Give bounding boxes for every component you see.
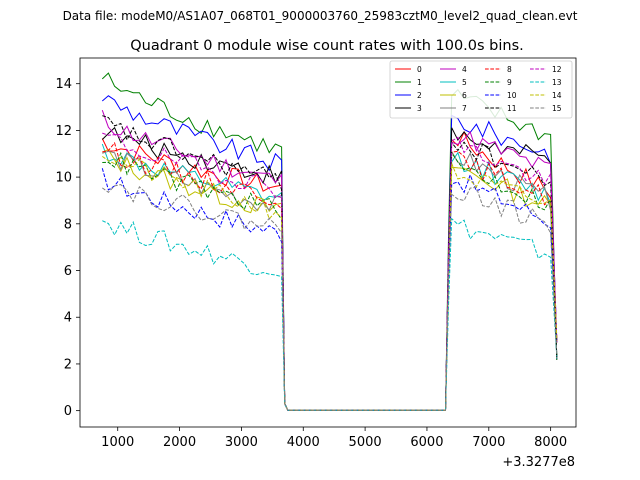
series-line-8 — [102, 141, 558, 411]
legend-label-5: 5 — [462, 78, 467, 87]
x-tick-label: 8000 — [534, 435, 567, 450]
series-layer — [101, 72, 558, 411]
series-line-6 — [102, 148, 558, 411]
legend-label-7: 7 — [462, 104, 467, 113]
legend-label-11: 11 — [507, 104, 517, 113]
series-line-14 — [102, 155, 558, 411]
x-axis: 1000 2000 3000 4000 5000 6000 7000 8000 — [101, 427, 567, 450]
y-tick-label: 0 — [64, 404, 72, 419]
series-line-0 — [101, 130, 558, 411]
legend-label-1: 1 — [417, 78, 422, 87]
x-tick-label: 6000 — [410, 435, 443, 450]
series-line-5 — [101, 143, 558, 411]
series-line-2 — [101, 95, 558, 411]
legend-label-3: 3 — [417, 104, 422, 113]
chart-suptitle: Data file: modeM0/AS1A07_068T01_90000037… — [63, 9, 578, 23]
x-tick-label: 1000 — [101, 435, 134, 450]
y-axis: 0 2 4 6 8 10 12 14 — [55, 77, 80, 419]
legend-label-12: 12 — [552, 65, 562, 74]
series-line-10 — [101, 168, 558, 411]
x-tick-label: 4000 — [287, 435, 320, 450]
legend-label-13: 13 — [552, 78, 562, 87]
legend-label-0: 0 — [417, 65, 422, 74]
series-line-12 — [102, 132, 558, 411]
series-line-7 — [102, 149, 558, 411]
x-tick-label: 2000 — [163, 435, 196, 450]
y-tick-label: 2 — [64, 357, 72, 372]
y-tick-label: 12 — [55, 124, 72, 139]
y-tick-label: 6 — [64, 264, 72, 279]
series-line-15 — [102, 184, 558, 411]
x-offset-label: +3.3277e8 — [502, 455, 575, 470]
x-tick-label: 3000 — [225, 435, 258, 450]
series-line-4 — [101, 110, 558, 411]
legend-label-15: 15 — [552, 104, 562, 113]
series-line-9 — [102, 151, 558, 411]
plot-frame — [79, 57, 577, 428]
y-tick-label: 10 — [55, 171, 72, 186]
legend-label-14: 14 — [552, 91, 562, 100]
legend-label-2: 2 — [417, 91, 422, 100]
legend-label-10: 10 — [507, 91, 517, 100]
x-tick-label: 5000 — [349, 435, 382, 450]
series-line-13 — [102, 217, 558, 411]
legend-label-6: 6 — [462, 91, 467, 100]
x-tick-label: 7000 — [472, 435, 505, 450]
y-tick-label: 14 — [55, 77, 72, 92]
legend-label-8: 8 — [507, 65, 512, 74]
y-tick-label: 8 — [64, 217, 72, 232]
chart-title: Quadrant 0 module wise count rates with … — [130, 38, 524, 54]
legend-label-9: 9 — [507, 78, 512, 87]
series-line-3 — [101, 126, 558, 411]
y-tick-label: 4 — [64, 311, 72, 326]
legend-label-4: 4 — [462, 65, 467, 74]
legend-box — [389, 60, 573, 119]
series-line-1 — [101, 72, 558, 411]
